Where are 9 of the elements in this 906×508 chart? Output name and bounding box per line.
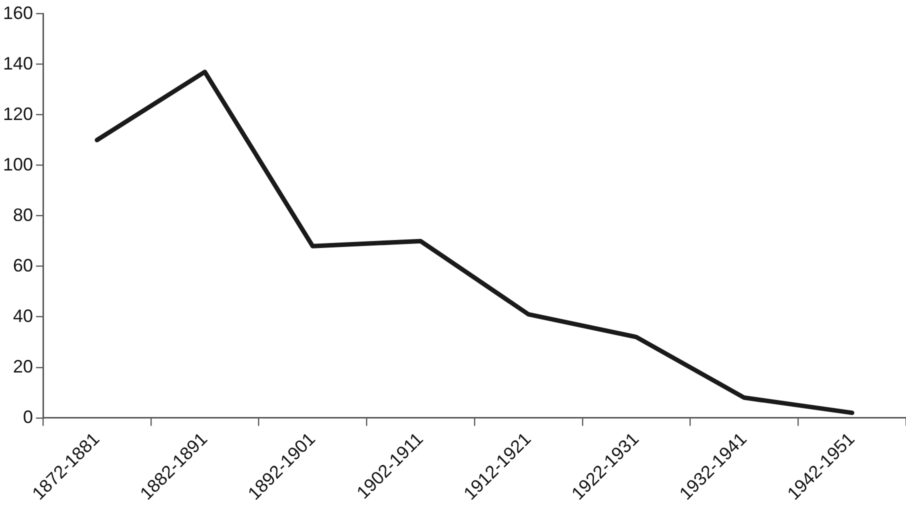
y-tick-label: 60 (13, 255, 34, 276)
y-tick-label: 140 (2, 53, 34, 74)
y-tick-label: 120 (2, 104, 34, 124)
y-tick-label: 0 (23, 406, 34, 427)
y-tick-label: 20 (13, 356, 34, 376)
y-tick-label: 160 (2, 2, 34, 23)
y-tick-label: 80 (13, 204, 34, 225)
y-tick-label: 100 (2, 154, 34, 174)
y-tick-label: 40 (13, 306, 34, 326)
